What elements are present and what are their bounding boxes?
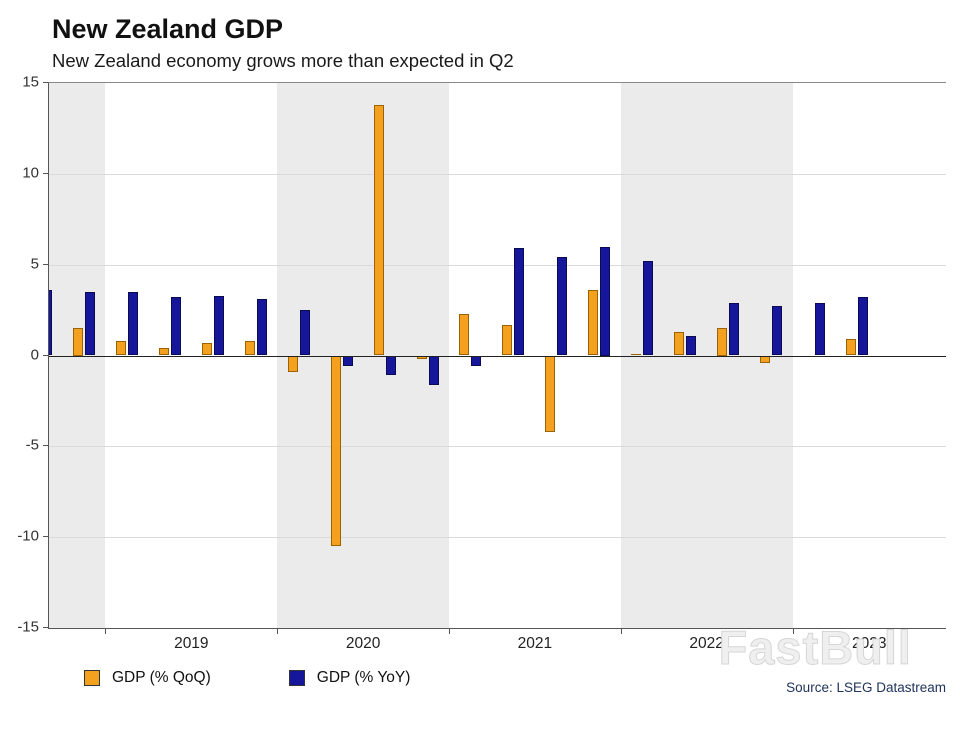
bar-yoy-2018-q3	[49, 290, 52, 356]
legend-swatch-qoq	[84, 670, 100, 686]
y-tick-15	[43, 82, 48, 83]
x-tick-2020	[277, 629, 279, 634]
bar-yoy-2021-q2	[514, 248, 525, 356]
bar-qoq-2022-q2	[674, 331, 685, 356]
bar-qoq-2022-q4	[760, 355, 771, 363]
bar-yoy-2022-q2	[686, 335, 697, 356]
bar-yoy-2019-q3	[213, 295, 224, 356]
bar-qoq-2020-q3	[373, 104, 384, 356]
bar-yoy-2020-q1	[299, 310, 310, 356]
legend-swatch-yoy	[288, 670, 305, 686]
x-year-label-2019: 2019	[174, 635, 209, 652]
chart-title: New Zealand GDP	[52, 14, 284, 44]
bar-qoq-2019-q4	[244, 340, 255, 356]
bar-qoq-2020-q4	[416, 355, 427, 360]
x-axis: 2019 2020 2021 2022 2023	[49, 629, 946, 659]
bar-yoy-2020-q4	[428, 355, 439, 385]
gridline--10	[49, 537, 946, 539]
chart-subtitle: New Zealand economy grows more than expe…	[52, 50, 514, 71]
x-year-label-2022: 2022	[689, 635, 724, 652]
bar-yoy-2019-q2	[170, 297, 181, 356]
y-tick-label--5: -5	[25, 436, 39, 454]
bar-yoy-2020-q2	[342, 355, 353, 367]
x-tick-2021	[449, 629, 450, 634]
x-year-label-2021: 2021	[517, 635, 553, 652]
bar-qoq-2021-q2	[502, 324, 513, 356]
bar-yoy-2022-q4	[772, 306, 783, 356]
bar-qoq-2021-q4	[588, 290, 599, 356]
bar-qoq-2023-q2	[846, 339, 856, 356]
y-tick-label-15: 15	[22, 73, 39, 91]
gridline--5	[49, 446, 946, 448]
bar-yoy-2023-q1	[815, 302, 826, 356]
legend-label-qoq: GDP (% QoQ)	[112, 669, 211, 686]
bar-yoy-2021-q1	[471, 355, 482, 367]
source-text: Source: LSEG Datastream	[786, 680, 946, 695]
legend: GDP (% QoQ) GDP (% YoY)	[84, 669, 410, 687]
bar-qoq-2019-q1	[115, 340, 126, 356]
bar-yoy-2019-q4	[256, 299, 267, 356]
zero-line	[49, 355, 946, 357]
plot-area	[48, 82, 946, 629]
legend-item-qoq: GDP (% QoQ)	[84, 669, 211, 687]
legend-label-yoy: GDP (% YoY)	[316, 669, 411, 686]
y-tick-label-0: 0	[30, 346, 39, 363]
y-tick-label-5: 5	[30, 255, 39, 273]
bar-qoq-2022-q1	[631, 353, 642, 356]
footer: GDP (% QoQ) GDP (% YoY) Source: LSEG Data…	[84, 669, 946, 695]
bar-yoy-2022-q3	[729, 302, 740, 356]
y-tick--5	[43, 445, 48, 447]
bar-qoq-2020-q1	[287, 355, 298, 372]
bar-qoq-2021-q1	[459, 313, 470, 356]
bar-yoy-2023-q2	[858, 297, 868, 356]
bar-yoy-2022-q1	[643, 261, 654, 356]
bar-qoq-2020-q2	[330, 355, 341, 547]
y-tick-10	[43, 172, 48, 174]
bar-yoy-2019-q1	[127, 291, 138, 356]
x-tick-2023	[792, 629, 794, 634]
chart-container: New Zealand GDP New Zealand economy grow…	[0, 14, 960, 734]
y-tick--15	[43, 627, 48, 628]
bar-yoy-2018-q4	[84, 291, 95, 356]
bar-qoq-2019-q2	[158, 348, 169, 356]
legend-item-yoy: GDP (% YoY)	[288, 669, 411, 687]
bar-qoq-2021-q3	[545, 355, 556, 432]
bar-yoy-2021-q3	[557, 257, 568, 356]
x-tick-2022	[620, 629, 622, 634]
chart: 15 10 5 0 -5 -10 -15	[2, 75, 946, 635]
bar-qoq-2019-q3	[201, 342, 212, 356]
gridline-10	[49, 173, 946, 175]
x-tick-2019	[105, 629, 107, 634]
y-tick-5	[43, 263, 48, 265]
x-year-label-2020: 2020	[345, 635, 381, 652]
y-tick-label--10: -10	[17, 527, 39, 545]
y-tick-label-10: 10	[22, 164, 39, 182]
x-year-label-2023: 2023	[852, 635, 887, 652]
y-tick-0	[43, 354, 48, 356]
y-tick--10	[43, 536, 48, 538]
bar-qoq-2018-q4	[72, 328, 83, 356]
bar-yoy-2021-q4	[600, 246, 611, 356]
gridline-5	[49, 264, 946, 266]
y-axis: 15 10 5 0 -5 -10 -15	[2, 75, 48, 635]
bar-qoq-2022-q3	[717, 328, 728, 356]
bar-yoy-2020-q3	[385, 355, 396, 376]
y-tick-label--15: -15	[17, 618, 39, 636]
